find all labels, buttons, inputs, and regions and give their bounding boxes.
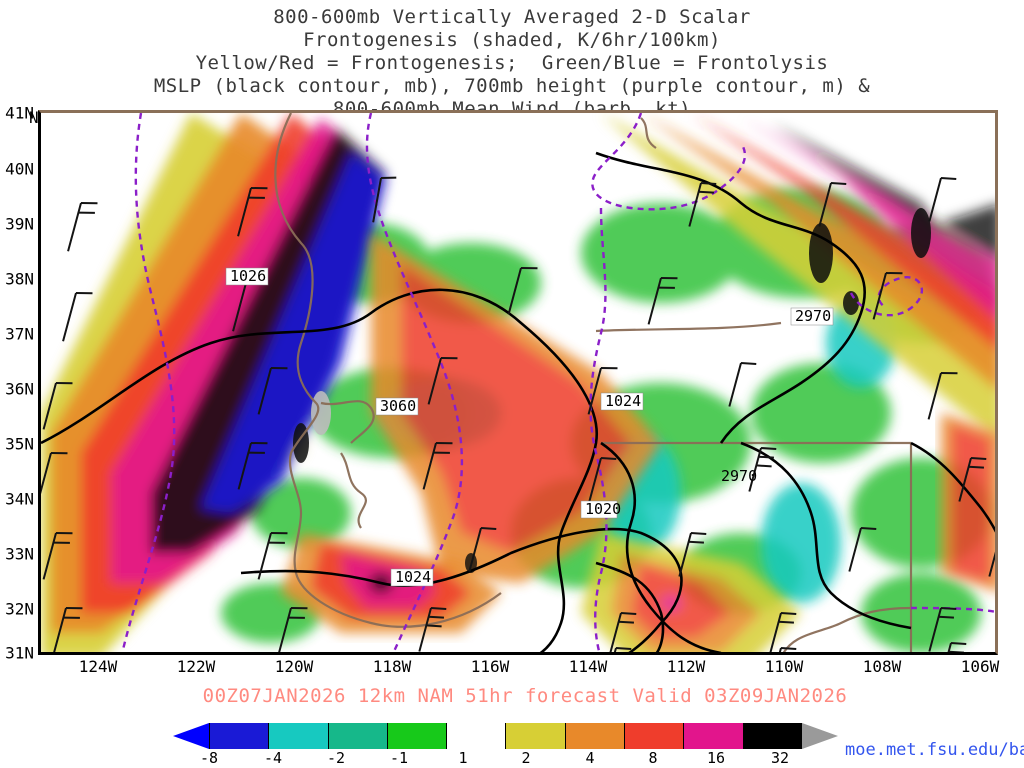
colorbar-label-pos8: 8 — [648, 749, 657, 767]
height-label-3060: 3060 — [380, 397, 416, 415]
y-axis-labels: 41N 40N 39N 38N 37N 36N 35N 34N 33N 32N … — [0, 110, 36, 655]
colorbar-legend[interactable]: -8 -4 -2 -1 1 2 4 8 16 32 — [173, 723, 838, 763]
y-tick-34N: 34N — [5, 489, 34, 508]
colorbar-labels: -8 -4 -2 -1 1 2 4 8 16 32 — [173, 749, 838, 763]
y-tick-40N: 40N — [5, 159, 34, 178]
mslp-label-1024-b: 1024 — [605, 392, 641, 410]
colorbar-label-pos2: 2 — [521, 749, 530, 767]
colorbar-row — [173, 723, 838, 749]
colorbar-label-neg8: -8 — [200, 749, 218, 767]
mslp-label-1026: 1026 — [230, 267, 266, 285]
x-tick-120W: 120W — [275, 657, 314, 676]
x-tick-116W: 116W — [471, 657, 510, 676]
colorbar-label-pos1: 1 — [458, 749, 467, 767]
colorbar-seg-pos1[interactable] — [446, 723, 505, 749]
x-tick-110W: 110W — [765, 657, 804, 676]
mslp-label-1024-a: 1024 — [395, 568, 431, 586]
x-axis-labels: 124W 122W 120W 118W 116W 114W 112W 110W … — [38, 657, 998, 681]
map-plot-area[interactable]: 1026 3060 1024 1024 2970 1020 1016 2970 … — [38, 110, 998, 655]
colorbar-seg-neg4[interactable] — [268, 723, 327, 749]
colorbar-seg-pos4[interactable] — [565, 723, 624, 749]
credit-watermark[interactable]: moe.met.fsu.edu/banding — [845, 740, 1024, 760]
x-tick-108W: 108W — [863, 657, 902, 676]
colorbar-label-neg4: -4 — [264, 749, 282, 767]
y-tick-33N: 33N — [5, 544, 34, 563]
title-line-3: Yellow/Red = Frontogenesis; Green/Blue =… — [0, 52, 1024, 75]
colorbar-label-pos16: 16 — [707, 749, 725, 767]
x-tick-114W: 114W — [569, 657, 608, 676]
y-tick-37N: 37N — [5, 324, 34, 343]
colorbar-seg-pos32[interactable] — [743, 723, 802, 749]
x-tick-122W: 122W — [177, 657, 216, 676]
colorbar-label-neg2: -2 — [327, 749, 345, 767]
colorbar-arrow-right — [802, 723, 838, 749]
x-tick-124W: 124W — [79, 657, 118, 676]
title-line-4: MSLP (black contour, mb), 700mb height (… — [0, 75, 1024, 98]
colorbar-seg-neg1[interactable] — [387, 723, 446, 749]
y-tick-35N: 35N — [5, 434, 34, 453]
x-tick-112W: 112W — [667, 657, 706, 676]
y-tick-39N: 39N — [5, 214, 34, 233]
colorbar-label-pos4: 4 — [585, 749, 594, 767]
height-label-2970-b: 2970 — [721, 467, 757, 485]
height-label-2970-a: 2970 — [795, 307, 831, 325]
colorbar-arrow-left — [173, 723, 209, 749]
title-line-1: 800-600mb Vertically Averaged 2-D Scalar — [0, 6, 1024, 29]
chart-title-block: 800-600mb Vertically Averaged 2-D Scalar… — [0, 6, 1024, 121]
colorbar-label-pos32: 32 — [771, 749, 789, 767]
forecast-valid-text: 00Z07JAN2026 12km NAM 51hr forecast Vali… — [150, 685, 900, 707]
y-tick-32N: 32N — [5, 599, 34, 618]
y-tick-36N: 36N — [5, 379, 34, 398]
contour-wind-layer: 1026 3060 1024 1024 2970 1020 1016 2970 … — [41, 113, 998, 655]
x-tick-118W: 118W — [373, 657, 412, 676]
colorbar-seg-pos16[interactable] — [683, 723, 742, 749]
mslp-label-1020: 1020 — [585, 500, 621, 518]
colorbar-seg-neg2[interactable] — [328, 723, 387, 749]
y-axis-unit-top: N — [29, 108, 39, 127]
colorbar-seg-pos2[interactable] — [505, 723, 564, 749]
colorbar-label-neg1: -1 — [390, 749, 408, 767]
colorbar-seg-pos8[interactable] — [624, 723, 683, 749]
y-tick-38N: 38N — [5, 269, 34, 288]
title-line-2: Frontogenesis (shaded, K/6hr/100km) — [0, 29, 1024, 52]
x-tick-106W: 106W — [961, 657, 1000, 676]
colorbar-seg-neg8[interactable] — [209, 723, 268, 749]
y-tick-31N: 31N — [5, 644, 34, 663]
chart-root: 800-600mb Vertically Averaged 2-D Scalar… — [0, 0, 1024, 768]
